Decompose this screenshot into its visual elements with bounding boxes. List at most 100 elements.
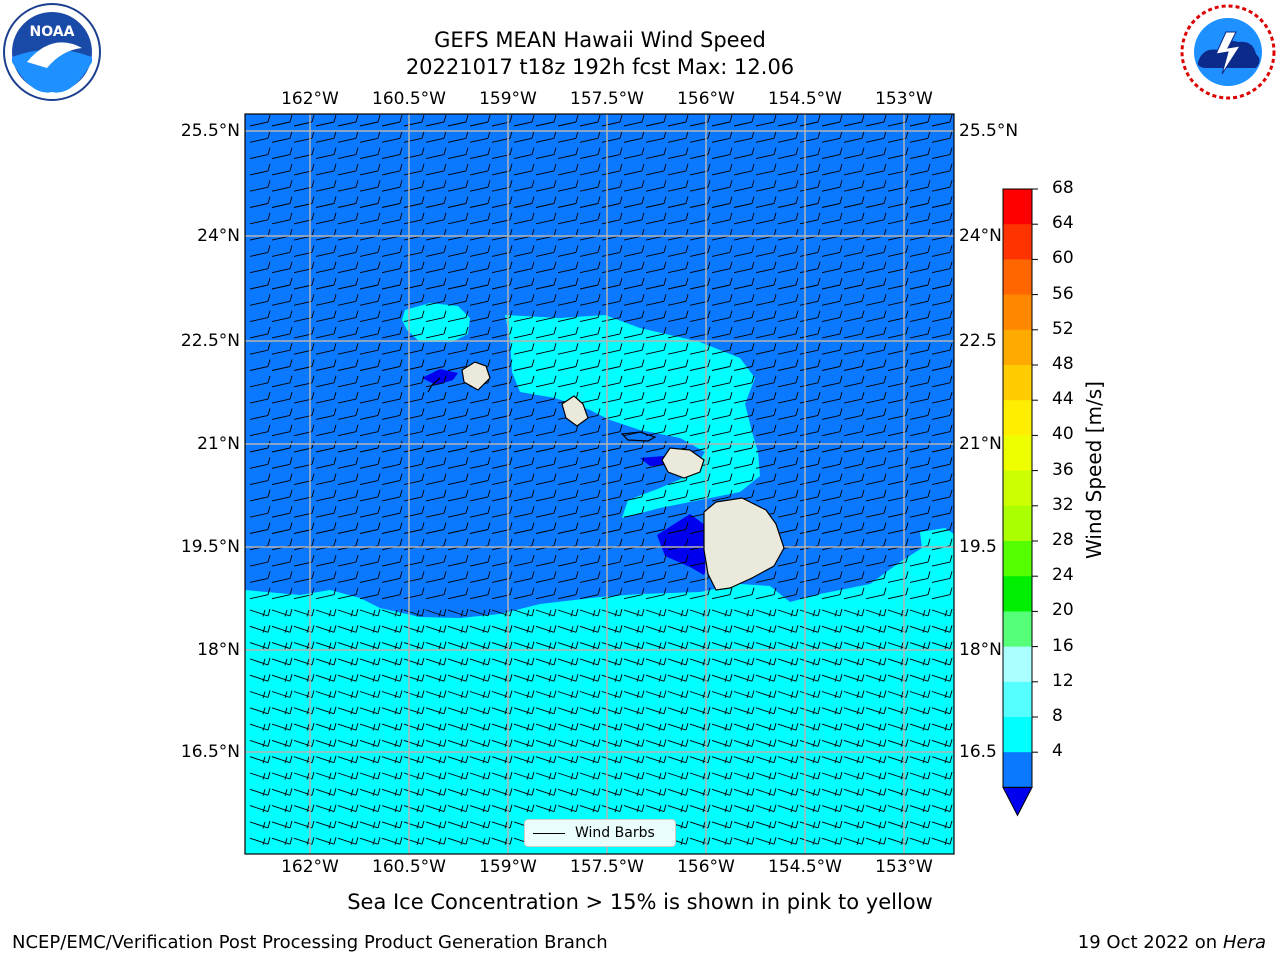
colorbar-tick-label: 56 <box>1052 283 1074 304</box>
wind-barb <box>821 625 843 633</box>
wind-barb <box>359 245 381 257</box>
wind-barb <box>623 180 645 192</box>
wind-barb <box>535 163 557 176</box>
wind-barb <box>645 375 667 388</box>
wind-barb <box>887 690 909 699</box>
wind-barb <box>271 522 293 534</box>
wind-barb <box>315 690 337 699</box>
wind-barb <box>249 359 271 371</box>
wind-barb <box>931 277 953 290</box>
wind-barb <box>843 489 865 502</box>
wind-barb <box>799 359 821 371</box>
wind-barb <box>271 722 293 731</box>
colorbar-segment <box>1003 576 1032 612</box>
wind-barb <box>821 690 843 699</box>
wind-barb <box>579 196 601 208</box>
wind-barb <box>777 571 799 583</box>
wind-barb <box>315 245 337 257</box>
wind-barb <box>931 625 953 633</box>
wind-barb <box>337 391 359 404</box>
wind-barb <box>425 587 447 600</box>
wind-barb <box>315 147 337 160</box>
wind-barb <box>909 212 931 225</box>
wind-barb <box>711 837 733 845</box>
lon-label-bottom: 159°W <box>479 857 537 877</box>
wind-barb <box>821 261 843 274</box>
wind-barb <box>711 739 733 748</box>
wind-barb <box>381 473 403 486</box>
wind-barb <box>931 163 953 176</box>
wind-barb <box>579 343 601 355</box>
wind-barb <box>469 261 491 274</box>
wind-barb <box>337 375 359 388</box>
wind-barb <box>491 163 513 176</box>
wind-barb <box>777 114 799 127</box>
lon-label-bottom: 162°W <box>281 857 339 877</box>
wind-barb <box>755 228 777 241</box>
wind-barb <box>447 359 469 371</box>
wind-barb <box>381 522 403 534</box>
wind-barb <box>425 326 447 339</box>
wind-barb <box>865 326 887 339</box>
wind-barb <box>271 245 293 257</box>
wind-barb <box>733 212 755 225</box>
wind-barb <box>601 294 623 306</box>
wind-barb <box>689 722 711 731</box>
wind-barb <box>843 310 865 323</box>
wind-barb <box>535 788 557 796</box>
wind-barb <box>909 587 931 600</box>
wind-barb <box>733 196 755 208</box>
wind-barb <box>271 359 293 371</box>
wind-barb <box>667 408 689 420</box>
wind-barb <box>469 343 491 355</box>
wind-barb <box>315 571 337 583</box>
wind-barb <box>359 147 381 160</box>
wind-barb <box>711 771 733 780</box>
wind-barb <box>865 261 887 274</box>
wind-barb <box>667 163 689 176</box>
wind-barb <box>469 424 491 437</box>
wind-barb <box>535 391 557 404</box>
wind-barb <box>799 228 821 241</box>
wind-barb <box>843 820 865 829</box>
wind-barb <box>667 375 689 388</box>
wind-barb <box>447 147 469 160</box>
wind-barb <box>601 391 623 404</box>
wind-barb <box>755 587 777 600</box>
wind-barb <box>425 755 447 764</box>
wind-barb <box>469 554 491 567</box>
wind-barb <box>513 343 535 355</box>
wind-barb <box>777 424 799 437</box>
wind-barb <box>359 212 381 225</box>
band-below-4-maui-lee-region <box>640 456 668 466</box>
wind-barb <box>249 212 271 225</box>
wind-barb <box>601 657 623 666</box>
wind-barb <box>469 457 491 469</box>
wind-barb <box>535 245 557 257</box>
wind-barb <box>425 277 447 290</box>
wind-barb <box>689 375 711 388</box>
wind-barb <box>667 277 689 290</box>
wind-barb <box>579 522 601 534</box>
wind-barb <box>799 674 821 682</box>
wind-barb <box>601 228 623 241</box>
wind-barb <box>403 391 425 404</box>
wind-barb <box>931 722 953 731</box>
wind-barb <box>689 424 711 437</box>
wind-barb <box>689 391 711 404</box>
wind-barb <box>535 310 557 323</box>
wind-barb <box>425 408 447 420</box>
wind-barb <box>777 587 799 600</box>
wind-barb <box>469 571 491 583</box>
wind-barb <box>821 326 843 339</box>
wind-barb <box>249 804 271 813</box>
wind-barb <box>513 180 535 192</box>
wind-barb <box>887 473 909 486</box>
wind-barb <box>623 391 645 404</box>
wind-barb <box>535 706 557 715</box>
wind-barb <box>667 196 689 208</box>
wind-barb <box>359 554 381 567</box>
wind-barb <box>315 804 337 813</box>
wind-barb <box>777 180 799 192</box>
